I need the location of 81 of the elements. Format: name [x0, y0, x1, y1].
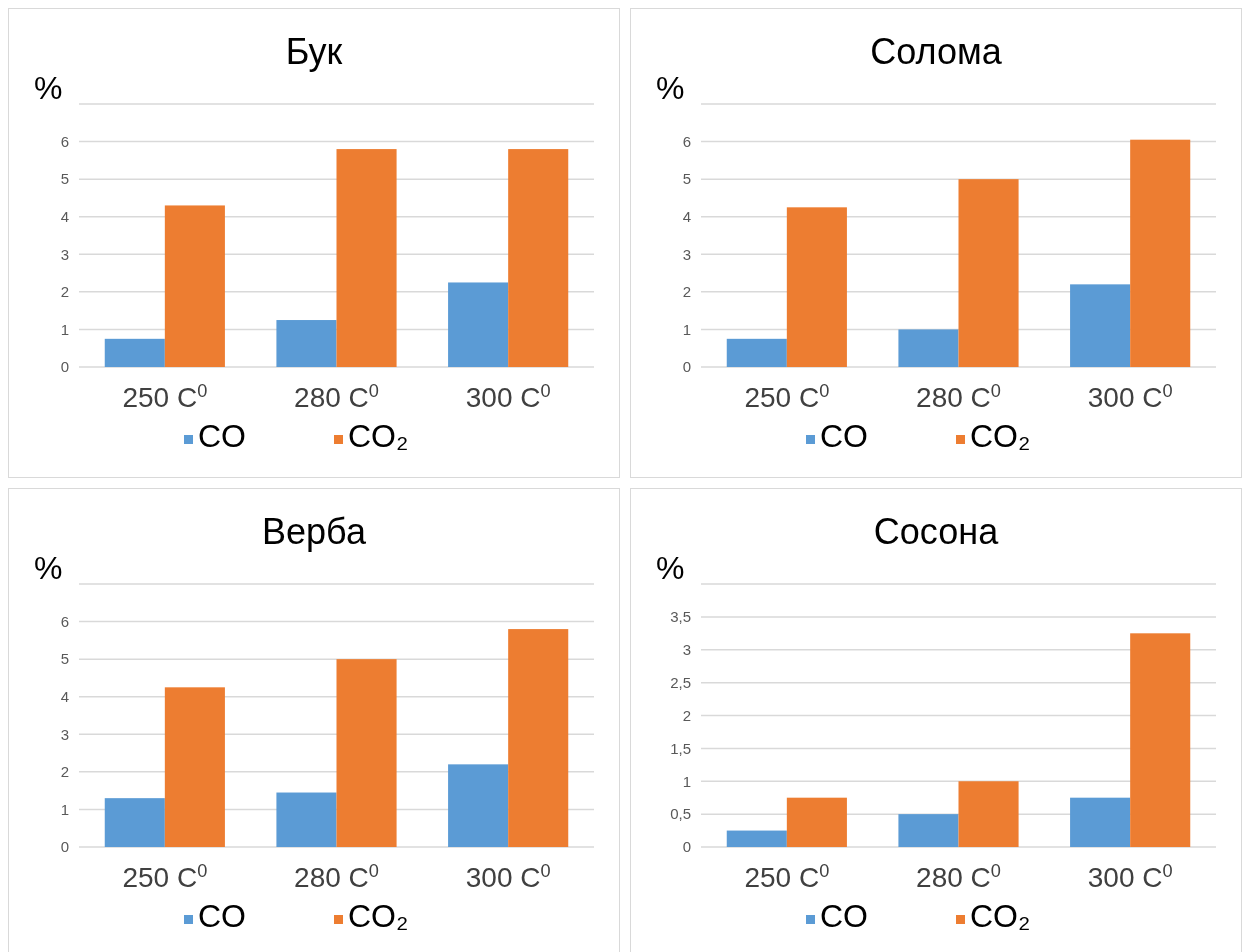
y-tick-label: 3 [60, 245, 69, 263]
y-tick-label: 3 [60, 725, 69, 743]
x-tick-label: 250 C$^{0}$ [744, 381, 830, 413]
y-tick-label: 0 [682, 838, 691, 856]
x-tick-label: 250 C$^{0}$ [122, 381, 208, 413]
bar [1070, 797, 1131, 847]
x-tick-label: 280 C$^{0}$ [294, 381, 379, 413]
bar [164, 205, 225, 367]
y-tick-label: 2 [682, 706, 691, 724]
x-tick-label: 280 C$^{0}$ [916, 861, 1001, 893]
y-tick-label: 1,5 [670, 739, 691, 757]
bar [1130, 139, 1191, 367]
bar [336, 149, 397, 367]
bar [164, 687, 225, 847]
bar [958, 179, 1019, 367]
legend-label: CO [198, 418, 246, 454]
chart-title: Верба [262, 511, 367, 552]
y-tick-label: 0,5 [670, 805, 691, 823]
bar [1130, 633, 1191, 847]
bar [276, 320, 337, 367]
y-tick-label: 5 [60, 650, 69, 668]
y-tick-label: 6 [60, 612, 69, 630]
y-axis-title: % [34, 550, 63, 586]
bar [276, 792, 337, 847]
bar [726, 338, 787, 367]
y-tick-label: 2 [60, 763, 69, 781]
x-tick-label: 250 C$^{0}$ [744, 861, 830, 893]
y-axis-title: % [34, 70, 63, 106]
legend-label: CO₂ [970, 418, 1031, 454]
x-tick-label: 300 C$^{0}$ [1087, 381, 1173, 413]
y-tick-label: 1 [60, 800, 69, 818]
bar [508, 149, 569, 367]
y-tick-label: 6 [60, 132, 69, 150]
y-tick-label: 0 [60, 358, 69, 376]
bar [786, 797, 847, 847]
bar [898, 329, 959, 367]
y-tick-label: 3 [682, 641, 691, 658]
bar [1070, 284, 1131, 367]
y-tick-label: 4 [60, 207, 69, 225]
bar [104, 798, 165, 847]
bar [448, 282, 509, 367]
y-tick-label: 5 [60, 170, 69, 188]
bar [898, 814, 959, 847]
legend-label: CO [198, 898, 246, 934]
y-tick-label: 1 [60, 320, 69, 338]
legend-label: CO₂ [970, 898, 1031, 934]
chart-title: Сосона [873, 511, 1000, 552]
bar [448, 764, 509, 847]
y-tick-label: 2 [60, 283, 69, 301]
y-tick-label: 3,5 [670, 608, 691, 626]
x-tick-label: 300 C$^{0}$ [465, 381, 551, 413]
y-axis-title: % [656, 70, 685, 106]
y-tick-label: 4 [682, 207, 691, 225]
legend-label: CO [820, 898, 868, 934]
y-axis-title: % [656, 550, 685, 586]
x-tick-label: 250 C$^{0}$ [122, 861, 208, 893]
y-tick-label: 1 [682, 320, 691, 338]
x-tick-label: 280 C$^{0}$ [294, 861, 379, 893]
bar [508, 629, 569, 847]
y-tick-label: 1 [682, 772, 691, 790]
y-tick-label: 2,5 [670, 673, 691, 691]
y-tick-label: 0 [60, 838, 69, 856]
x-tick-label: 300 C$^{0}$ [1087, 861, 1173, 893]
bar [336, 659, 397, 847]
x-tick-label: 300 C$^{0}$ [465, 861, 551, 893]
bar [104, 338, 165, 367]
bar [786, 207, 847, 367]
legend-label: CO [820, 418, 868, 454]
y-tick-label: 3 [682, 245, 691, 263]
legend-label: CO₂ [348, 418, 409, 454]
y-tick-label: 6 [682, 132, 691, 150]
bar [958, 781, 1019, 847]
bar [726, 830, 787, 847]
legend-label: CO₂ [348, 898, 409, 934]
y-tick-label: 5 [682, 170, 691, 188]
chart-title: Солома [870, 31, 1003, 72]
y-tick-label: 2 [682, 283, 691, 301]
chart-title: Бук [285, 31, 343, 72]
y-tick-label: 4 [60, 687, 69, 705]
x-tick-label: 280 C$^{0}$ [916, 381, 1001, 413]
y-tick-label: 0 [682, 358, 691, 376]
